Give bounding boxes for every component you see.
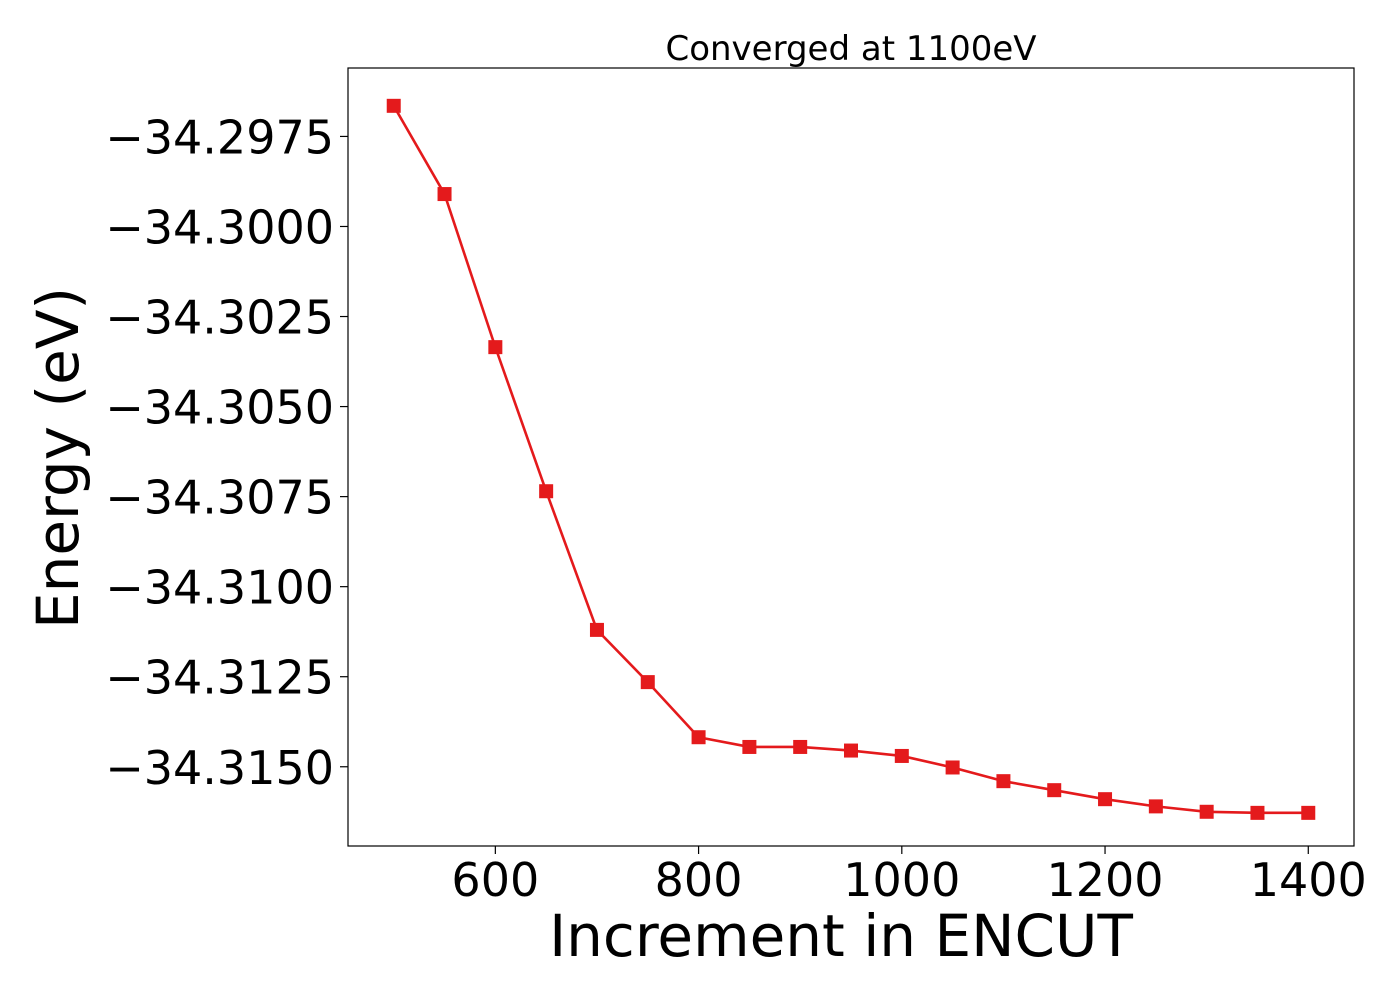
x-axis-ticks: 600 800 1000 1200 1400	[451, 846, 1367, 907]
x-axis-label: Increment in ENCUT	[549, 902, 1133, 970]
x-tick-label: 1000	[843, 853, 960, 907]
series-layer	[386, 98, 1316, 820]
data-point-marker	[386, 98, 401, 113]
y-tick-label: −34.3150	[105, 741, 334, 795]
data-point-marker	[742, 739, 757, 754]
y-tick-label: −34.3100	[105, 561, 334, 615]
data-point-marker	[996, 774, 1011, 789]
data-point-marker	[640, 675, 655, 690]
data-point-marker	[691, 730, 706, 745]
data-point-marker	[1148, 799, 1163, 814]
y-tick-label: −34.3075	[105, 471, 334, 525]
data-point-marker	[1098, 792, 1113, 807]
y-axis-ticks: −34.2975 −34.3000 −34.3025 −34.3050 −34.3075…	[105, 110, 348, 795]
data-point-marker	[589, 622, 604, 637]
data-point-marker	[894, 748, 909, 763]
data-point-marker	[539, 484, 554, 499]
data-point-marker	[437, 187, 452, 202]
y-tick-label: −34.3125	[105, 651, 334, 705]
x-tick-label: 800	[655, 853, 743, 907]
plot-area-frame	[347, 67, 1355, 847]
data-point-marker	[1250, 805, 1265, 820]
data-point-marker	[945, 760, 960, 775]
data-point-marker	[488, 340, 503, 355]
chart-title: Converged at 1100eV	[665, 29, 1036, 69]
y-tick-label: −34.2975	[105, 110, 334, 164]
x-tick-label: 1200	[1047, 853, 1164, 907]
data-point-marker	[844, 743, 858, 758]
x-tick-label: 1400	[1250, 853, 1367, 907]
y-tick-label: −34.3025	[105, 291, 334, 345]
y-axis-label: Energy (eV)	[24, 287, 92, 629]
series-line	[392, 105, 1309, 815]
data-point-marker	[1301, 805, 1316, 820]
data-point-marker	[793, 739, 808, 754]
x-tick-label: 600	[451, 853, 539, 907]
data-point-marker	[1047, 783, 1062, 798]
y-tick-label: −34.3000	[105, 200, 334, 254]
y-tick-label: −34.3050	[105, 381, 334, 435]
data-point-marker	[1199, 804, 1214, 819]
